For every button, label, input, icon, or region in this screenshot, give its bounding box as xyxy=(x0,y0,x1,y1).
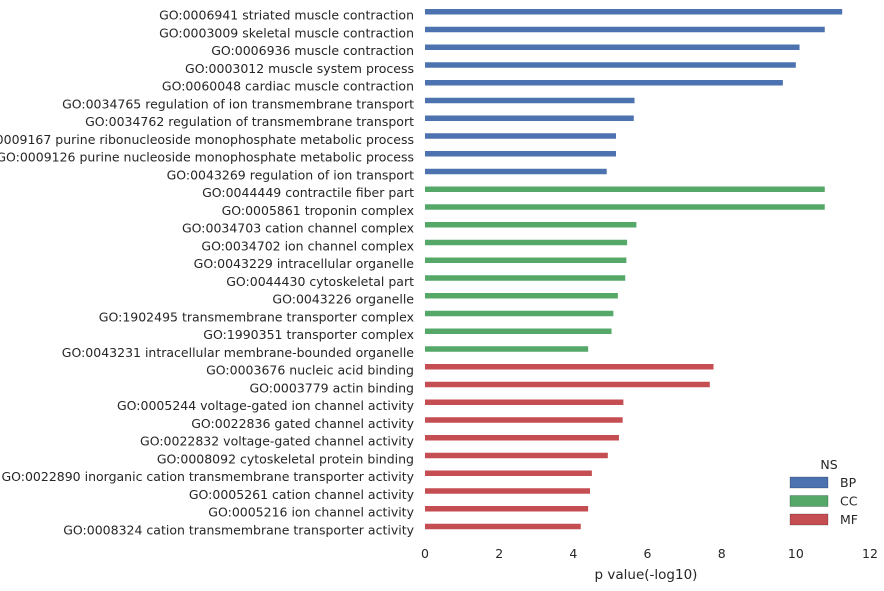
category-label: GO:0034702 ion channel complex xyxy=(201,238,414,253)
category-label: GO:1990351 transporter complex xyxy=(203,327,414,342)
category-label: GO:0003012 muscle system process xyxy=(185,61,414,76)
legend-swatch-mf xyxy=(789,513,829,526)
category-labels: GO:0006941 striated muscle contraction GO… xyxy=(0,8,415,538)
category-label: GO:0006941 striated muscle contraction xyxy=(159,8,414,23)
category-label: GO:0006936 muscle contraction xyxy=(211,43,414,58)
bars-layer xyxy=(425,9,843,530)
category-label: GO:0022890 inorganic cation transmembran… xyxy=(1,469,414,484)
category-label: GO:0005244 voltage-gated ion channel act… xyxy=(117,398,415,413)
bar-mf xyxy=(425,417,623,423)
category-label: GO:1902495 transmembrane transporter com… xyxy=(99,309,414,324)
bar-mf xyxy=(425,523,581,530)
category-label: GO:0060048 cardiac muscle contraction xyxy=(162,79,414,94)
category-label: GO:0022836 gated channel activity xyxy=(191,416,414,431)
category-label: GO:0034703 cation channel complex xyxy=(182,221,414,236)
category-label: GO:0043231 intracellular membrane-bounde… xyxy=(62,345,415,360)
bar-bp xyxy=(425,115,634,121)
bar-cc xyxy=(425,293,618,299)
bar-mf xyxy=(425,452,608,459)
bar-mf xyxy=(425,399,624,405)
bar-cc xyxy=(425,275,626,281)
x-tick-label: 12 xyxy=(862,546,878,561)
bar-cc xyxy=(425,328,612,334)
legend-swatch-cc xyxy=(789,495,829,507)
x-tick-label: 2 xyxy=(495,546,503,561)
bar-cc xyxy=(425,257,627,263)
bar-mf xyxy=(425,506,589,512)
bar-mf xyxy=(425,488,591,494)
bar-bp xyxy=(425,80,783,86)
x-tick-label: 4 xyxy=(569,546,577,561)
category-label: GO:0003676 nucleic acid binding xyxy=(206,363,414,378)
x-axis-title: p value(-log10) xyxy=(595,567,698,583)
legend-label-mf: MF xyxy=(840,512,858,527)
category-label: GO:0022832 voltage-gated channel activit… xyxy=(140,434,415,449)
category-label: GO:0003779 actin binding xyxy=(249,380,414,395)
category-label: GO:0034765 regulation of ion transmembra… xyxy=(62,96,414,111)
bar-cc xyxy=(425,222,637,228)
legend-title: NS xyxy=(820,457,837,472)
bar-mf xyxy=(425,364,714,370)
bar-bp xyxy=(425,133,616,139)
category-label: GO:0044449 contractile fiber part xyxy=(202,185,414,200)
legend-label-bp: BP xyxy=(840,475,857,490)
x-tick-label: 10 xyxy=(788,546,804,561)
category-label: GO:0008324 cation transmembrane transpor… xyxy=(63,522,414,537)
bar-cc xyxy=(425,310,614,317)
x-axis-ticks: 0 2 4 6 8 10 12 xyxy=(421,546,878,561)
category-label: GO:0009167 purine ribonucleoside monopho… xyxy=(0,132,414,147)
bar-mf xyxy=(425,435,619,441)
category-label: GO:0008092 cytoskeletal protein binding xyxy=(157,451,414,466)
category-label: GO:0005261 cation channel activity xyxy=(189,487,415,502)
category-label: GO:0043269 regulation of ion transport xyxy=(167,167,415,182)
bar-bp xyxy=(425,151,616,157)
category-label: GO:0005861 troponin complex xyxy=(222,203,414,218)
legend-entries: BP CC MF xyxy=(789,475,858,527)
bar-cc xyxy=(425,239,628,246)
legend-label-cc: CC xyxy=(840,494,858,509)
category-label: GO:0009126 purine nucleoside monophospha… xyxy=(0,150,414,165)
bar-bp xyxy=(425,9,843,15)
category-label: GO:0034762 regulation of transmembrane t… xyxy=(85,114,414,129)
bar-mf xyxy=(425,470,592,476)
bar-cc xyxy=(425,204,825,210)
category-label: GO:0043226 organelle xyxy=(272,292,414,307)
bar-cc xyxy=(425,186,825,192)
bar-bp xyxy=(425,62,796,68)
legend: NS BP CC MF xyxy=(789,457,858,527)
category-label: GO:0003009 skeletal muscle contraction xyxy=(159,25,414,40)
bar-cc xyxy=(425,346,589,352)
category-label: GO:0005216 ion channel activity xyxy=(208,505,414,520)
category-label: GO:0044430 cytoskeletal part xyxy=(226,274,414,289)
bar-mf xyxy=(425,381,710,388)
x-tick-label: 0 xyxy=(421,546,429,561)
bar-bp xyxy=(425,168,607,175)
bar-bp xyxy=(425,26,825,33)
bar-bp xyxy=(425,97,635,104)
category-label: GO:0043229 intracellular organelle xyxy=(194,256,415,271)
x-tick-label: 8 xyxy=(718,546,726,561)
legend-swatch-bp xyxy=(789,476,829,489)
x-tick-label: 6 xyxy=(644,546,652,561)
bar-bp xyxy=(425,44,800,50)
